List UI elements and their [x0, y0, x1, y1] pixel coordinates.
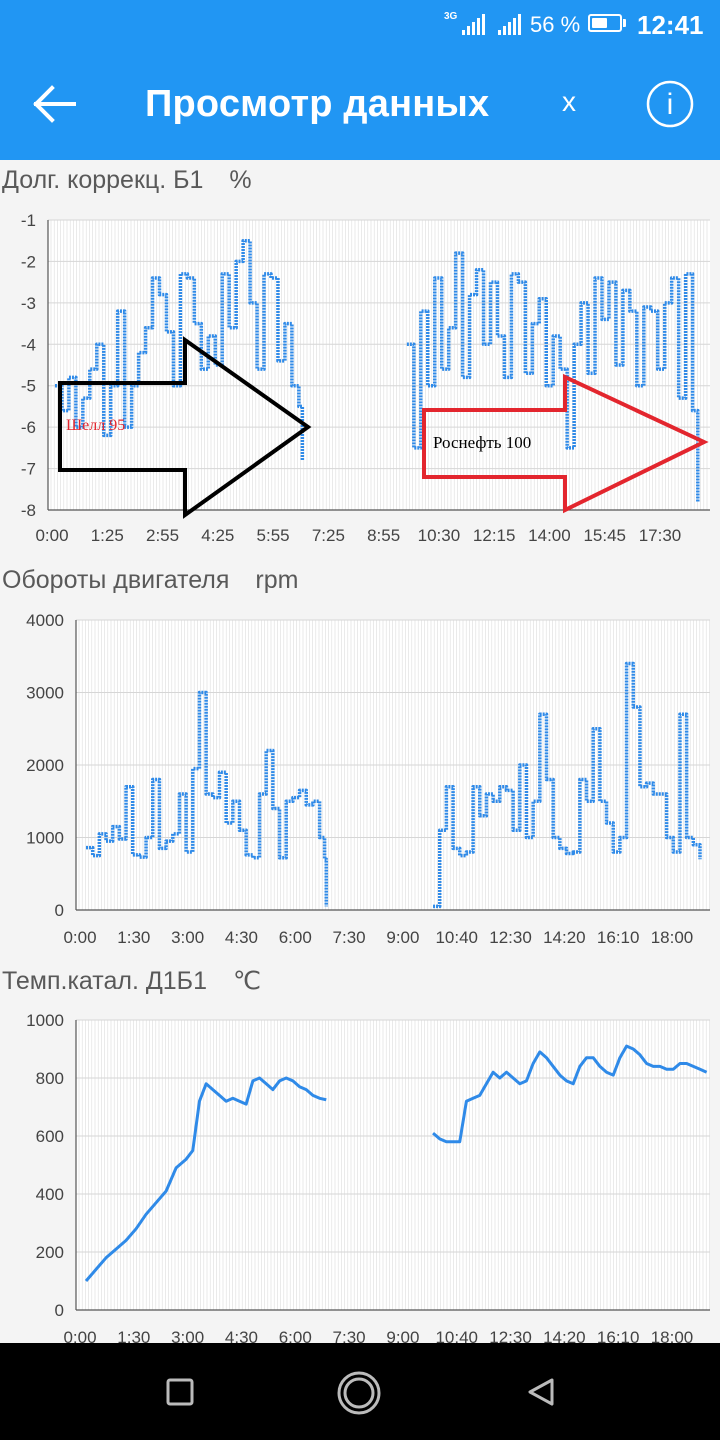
battery-percent: 56 % — [530, 12, 581, 37]
home-circle-icon[interactable] — [336, 1370, 382, 1416]
page-title: Просмотр данных — [145, 83, 490, 125]
x-tick-label: 5:55 — [257, 526, 290, 545]
x-tick-label: 18:00 — [651, 928, 694, 947]
x-tick-label: 9:00 — [386, 928, 419, 947]
x-tick-label: 0:00 — [35, 526, 68, 545]
x-tick-label: 15:45 — [583, 526, 626, 545]
x-tick-label: 6:00 — [279, 1328, 312, 1343]
x-tick-label: 14:20 — [543, 928, 586, 947]
red-arrow-annotation — [422, 373, 709, 514]
cat-temp-series-1-line — [84, 1076, 327, 1282]
plot-area — [48, 220, 710, 510]
app-bar: Просмотр данных x i — [0, 50, 720, 160]
cat-temp-series-2-line — [432, 1044, 708, 1144]
ltft-chart[interactable]: -1 -2 -3 -4 -5 -6 -7 -8 0:00 1:25 2:55 4:25 5:55 7:25… — [0, 200, 720, 555]
chart-1-name: Долг. коррекц. Б1 — [2, 166, 204, 194]
y-tick-label: 400 — [36, 1185, 64, 1204]
y-tick-label: 2000 — [26, 756, 64, 775]
rpm-series-2-line — [433, 661, 702, 909]
chart-1-unit: % — [229, 166, 252, 194]
info-label: i — [667, 88, 674, 121]
x-tick-label: 12:30 — [489, 928, 532, 947]
x-tick-label: 4:30 — [225, 928, 258, 947]
black-arrow-annotation — [58, 336, 312, 519]
y-tick-label: 1000 — [26, 1011, 64, 1030]
x-tick-label: 8:55 — [367, 526, 400, 545]
square-icon[interactable] — [166, 1378, 194, 1406]
y-tick-label: 200 — [36, 1243, 64, 1262]
arrow-left-icon[interactable] — [30, 84, 80, 124]
x-tick-label: 16:10 — [597, 928, 640, 947]
status-bar: 3G 56 % 12:41 — [0, 0, 720, 50]
rpm-series-1-line — [86, 690, 329, 907]
y-tick-label: 1000 — [26, 829, 64, 848]
x-tick-label: 14:20 — [543, 1328, 586, 1343]
network-type: 3G — [444, 11, 458, 22]
chart-1-title: Долг. коррекц. Б1% — [2, 166, 252, 195]
y-tick-label: -8 — [21, 501, 36, 520]
plot-area — [76, 1020, 710, 1310]
rosneft-annotation-label: Роснефть 100 — [433, 433, 531, 452]
x-tick-label: 4:30 — [225, 1328, 258, 1343]
x-tick-label: 4:25 — [201, 526, 234, 545]
x-tick-label: 10:30 — [418, 526, 461, 545]
x-tick-label: 7:30 — [333, 1328, 366, 1343]
x-tick-label: 3:00 — [171, 1328, 204, 1343]
y-tick-label: -3 — [21, 294, 36, 313]
x-tick-label: 1:30 — [117, 1328, 150, 1343]
y-tick-label: 4000 — [26, 611, 64, 630]
ltft-series-1-line — [54, 238, 305, 461]
y-tick-label: -6 — [21, 418, 36, 437]
vertical-grid — [50, 220, 708, 510]
y-tick-label: 0 — [55, 1301, 64, 1320]
chart-2-unit: rpm — [255, 566, 299, 594]
navigation-bar — [0, 1343, 720, 1440]
chart-3-unit: ℃ — [232, 967, 262, 995]
rpm-chart[interactable]: 4000 3000 2000 1000 0 0:00 1:30 3:00 4:30 6:00 7:3… — [0, 600, 720, 955]
signal-icon — [462, 14, 485, 35]
x-tick-label: 3:00 — [171, 928, 204, 947]
x-tick-label: 7:25 — [312, 526, 345, 545]
x-tick-label: 16:10 — [597, 1328, 640, 1343]
x-tick-label: 14:00 — [528, 526, 571, 545]
y-tick-label: -1 — [21, 211, 36, 230]
y-tick-label: 0 — [55, 901, 64, 920]
x-tick-label: 10:40 — [435, 1328, 478, 1343]
x-tick-label: 18:00 — [651, 1328, 694, 1343]
x-tick-label: 2:55 — [146, 526, 179, 545]
signal-icon — [498, 14, 521, 35]
y-tick-label: 3000 — [26, 684, 64, 703]
y-tick-label: -4 — [21, 335, 36, 354]
chart-3-name: Темп.катал. Д1Б1 — [2, 967, 207, 995]
clock: 12:41 — [637, 10, 704, 40]
y-tick-label: 800 — [36, 1069, 64, 1088]
ltft-series-2-line — [406, 251, 700, 502]
x-tick-label: 9:00 — [386, 1328, 419, 1343]
x-tick-label: 1:30 — [117, 928, 150, 947]
x-tick-label: 7:30 — [333, 928, 366, 947]
x-tick-label: 12:15 — [473, 526, 516, 545]
x-tick-label: 0:00 — [63, 1328, 96, 1343]
x-tick-label: 12:30 — [489, 1328, 532, 1343]
chart-2-name: Обороты двигателя — [2, 566, 230, 594]
chart-2-title: Обороты двигателя rpm — [2, 566, 298, 595]
battery-level — [592, 18, 607, 28]
clear-button[interactable]: x — [562, 86, 576, 117]
catalyst-temp-chart[interactable]: 1000 800 600 400 200 0 0:00 1:30 3:00 4:30 6:00 7:3… — [0, 1000, 720, 1343]
battery-icon — [588, 14, 622, 32]
x-tick-label: 10:40 — [435, 928, 478, 947]
y-tick-label: -5 — [21, 377, 36, 396]
y-tick-label: -2 — [21, 252, 36, 271]
x-tick-label: 17:30 — [639, 526, 682, 545]
info-circle-icon[interactable]: i — [646, 80, 694, 128]
y-tick-label: 600 — [36, 1127, 64, 1146]
x-tick-label: 6:00 — [279, 928, 312, 947]
triangle-back-icon[interactable] — [526, 1377, 556, 1407]
x-tick-label: 0:00 — [63, 928, 96, 947]
y-tick-label: -7 — [21, 460, 36, 479]
chart-3-title: Темп.катал. Д1Б1 ℃ — [2, 966, 261, 996]
shell-annotation-label: Шелл 95 — [66, 417, 125, 434]
battery-tip — [623, 19, 626, 27]
x-tick-label: 1:25 — [91, 526, 124, 545]
